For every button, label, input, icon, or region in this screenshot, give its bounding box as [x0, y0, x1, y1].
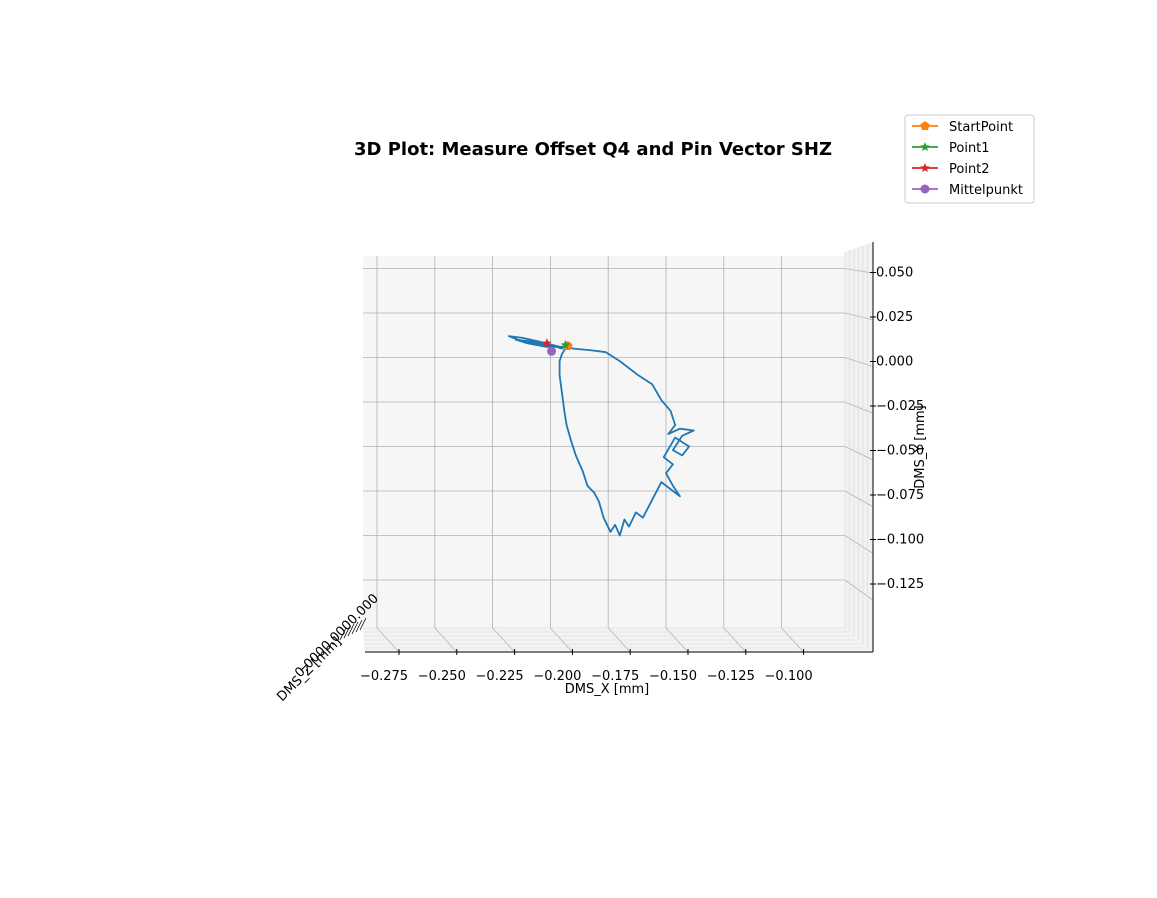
y-axis-label: DMS_Y [mm]	[913, 405, 928, 489]
y-tick-label: −0.100	[876, 533, 924, 548]
legend-label: StartPoint	[949, 120, 1013, 135]
trajectory-line	[507, 335, 695, 537]
x-tick-label: −0.175	[591, 669, 639, 684]
z-tick-marks	[339, 617, 367, 641]
y-tick-label: −0.025	[876, 399, 924, 414]
z-tick-mark	[355, 619, 363, 633]
series-layer	[507, 335, 695, 537]
legend-label: Point2	[949, 162, 990, 177]
depth-grid-lines	[363, 244, 868, 649]
y-tick-label: −0.075	[876, 488, 924, 503]
legend-marker	[920, 184, 930, 194]
x-axis-label: DMS_X [mm]	[565, 682, 650, 697]
legend-marker	[920, 121, 930, 130]
y-tick-label: −0.125	[876, 577, 924, 592]
x-tick-label: −0.275	[360, 669, 408, 684]
legend-marker	[920, 142, 930, 151]
marker-point2	[542, 338, 552, 348]
x-tick-label: −0.100	[765, 669, 813, 684]
z-tick-mark	[351, 621, 359, 635]
z-tick-mark	[343, 625, 351, 639]
z-tick-mark	[359, 617, 367, 631]
legend: StartPoint Point1 Point2 Mittelpunkt	[904, 114, 1035, 204]
z-axis-label: DMS_Z [mm]	[274, 634, 344, 704]
legend-box	[904, 114, 1035, 204]
z-tick-mark	[339, 627, 347, 641]
y-tick-label: 0.025	[876, 310, 913, 325]
legend-label: Point1	[949, 141, 990, 156]
x-tick-label: −0.200	[533, 669, 581, 684]
y-tick-labels: 0.050 0.025 0.000 −0.025 −0.050 −0.075 −0.100 −…	[870, 266, 924, 592]
legend-label: Mittelpunkt	[949, 183, 1023, 198]
x-tick-label: −0.125	[707, 669, 755, 684]
x-tick-labels: −0.275 −0.250 −0.225 −0.200 −0.175 −0.150 −0.1…	[360, 649, 813, 684]
x-tick-label: −0.225	[476, 669, 524, 684]
legend-marker	[920, 163, 930, 172]
marker-layer	[542, 338, 573, 356]
y-tick-label: 0.000	[876, 355, 913, 370]
y-tick-label: 0.050	[876, 266, 913, 281]
back-pane	[363, 242, 873, 652]
chart-title: 3D Plot: Measure Offset Q4 and Pin Vecto…	[354, 139, 832, 160]
marker-point1	[560, 340, 571, 350]
y-tick-label: −0.050	[876, 444, 924, 459]
z-tick-mark	[347, 623, 355, 637]
x-tick-label: −0.150	[649, 669, 697, 684]
marker-mittelpunkt	[547, 346, 557, 356]
x-tick-label: −0.250	[418, 669, 466, 684]
